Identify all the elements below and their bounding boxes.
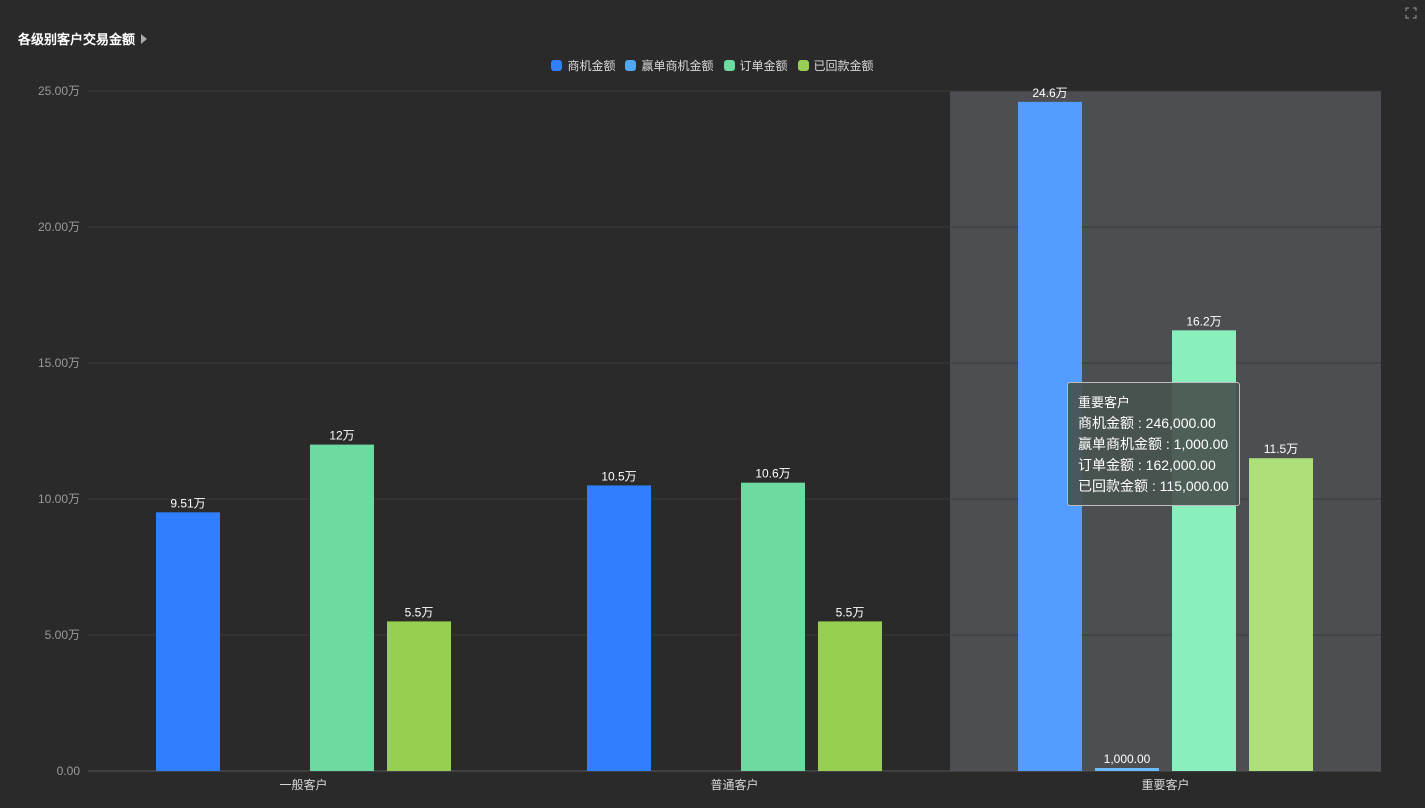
chart-title: 各级别客户交易金额 (18, 29, 148, 48)
legend-label: 商机金额 (567, 59, 616, 73)
bar[interactable] (741, 482, 805, 771)
bar-value-label: 16.2万 (1186, 314, 1221, 328)
bar[interactable] (156, 512, 220, 771)
legend-label: 已回款金额 (813, 59, 874, 73)
chart-title-text: 各级别客户交易金额 (18, 32, 136, 47)
legend-swatch (625, 60, 637, 71)
bar[interactable] (818, 621, 882, 771)
y-tick-label: 20.00万 (38, 220, 80, 234)
bar-value-label: 10.5万 (601, 469, 636, 483)
legend-label: 赢单商机金额 (641, 59, 714, 73)
chart-legend: 商机金额 赢单商机金额 订单金额 已回款金额 (0, 57, 1425, 74)
tooltip-row: 已回款金额 : 115,000.00 (1078, 478, 1229, 494)
tooltip-row: 赢单商机金额 : 1,000.00 (1078, 436, 1229, 452)
bar[interactable] (310, 444, 374, 771)
y-tick-label: 5.00万 (45, 628, 80, 642)
legend-item[interactable]: 订单金额 (723, 57, 788, 74)
legend-item[interactable]: 赢单商机金额 (625, 57, 714, 74)
bar-value-label: 24.6万 (1032, 86, 1067, 100)
legend-swatch (723, 60, 735, 71)
x-tick-label: 重要客户 (1141, 777, 1189, 792)
legend-swatch (551, 60, 563, 71)
bar-value-label: 1,000.00 (1104, 752, 1151, 766)
bar-value-label: 11.5万 (1264, 442, 1298, 456)
caret-right-icon[interactable] (141, 33, 148, 44)
bar-value-label: 5.5万 (405, 605, 434, 619)
bar[interactable] (387, 621, 451, 771)
x-tick-label: 普通客户 (710, 777, 758, 792)
legend-item[interactable]: 已回款金额 (797, 57, 874, 74)
chart-tooltip: 重要客户 商机金额 : 246,000.00 赢单商机金额 : 1,000.00… (1067, 382, 1240, 506)
y-tick-label: 0.00 (57, 764, 81, 778)
legend-label: 订单金额 (739, 59, 788, 73)
bar[interactable] (587, 485, 651, 771)
legend-swatch (797, 60, 809, 71)
bar[interactable] (1249, 458, 1313, 771)
y-tick-label: 15.00万 (38, 356, 80, 370)
legend-item[interactable]: 商机金额 (551, 57, 615, 74)
bar-value-label: 9.51万 (170, 496, 205, 510)
fullscreen-icon[interactable] (1405, 7, 1417, 19)
bar-value-label: 12万 (329, 429, 354, 443)
x-tick-label: 一般客户 (279, 777, 327, 792)
bar[interactable] (1095, 768, 1159, 771)
tooltip-row: 商机金额 : 246,000.00 (1078, 415, 1216, 431)
y-tick-label: 10.00万 (38, 492, 80, 506)
y-tick-label: 25.00万 (38, 84, 80, 98)
bar-value-label: 5.5万 (836, 605, 865, 619)
tooltip-row: 订单金额 : 162,000.00 (1078, 457, 1216, 473)
bar-value-label: 10.6万 (755, 467, 790, 481)
tooltip-title: 重要客户 (1078, 395, 1131, 410)
